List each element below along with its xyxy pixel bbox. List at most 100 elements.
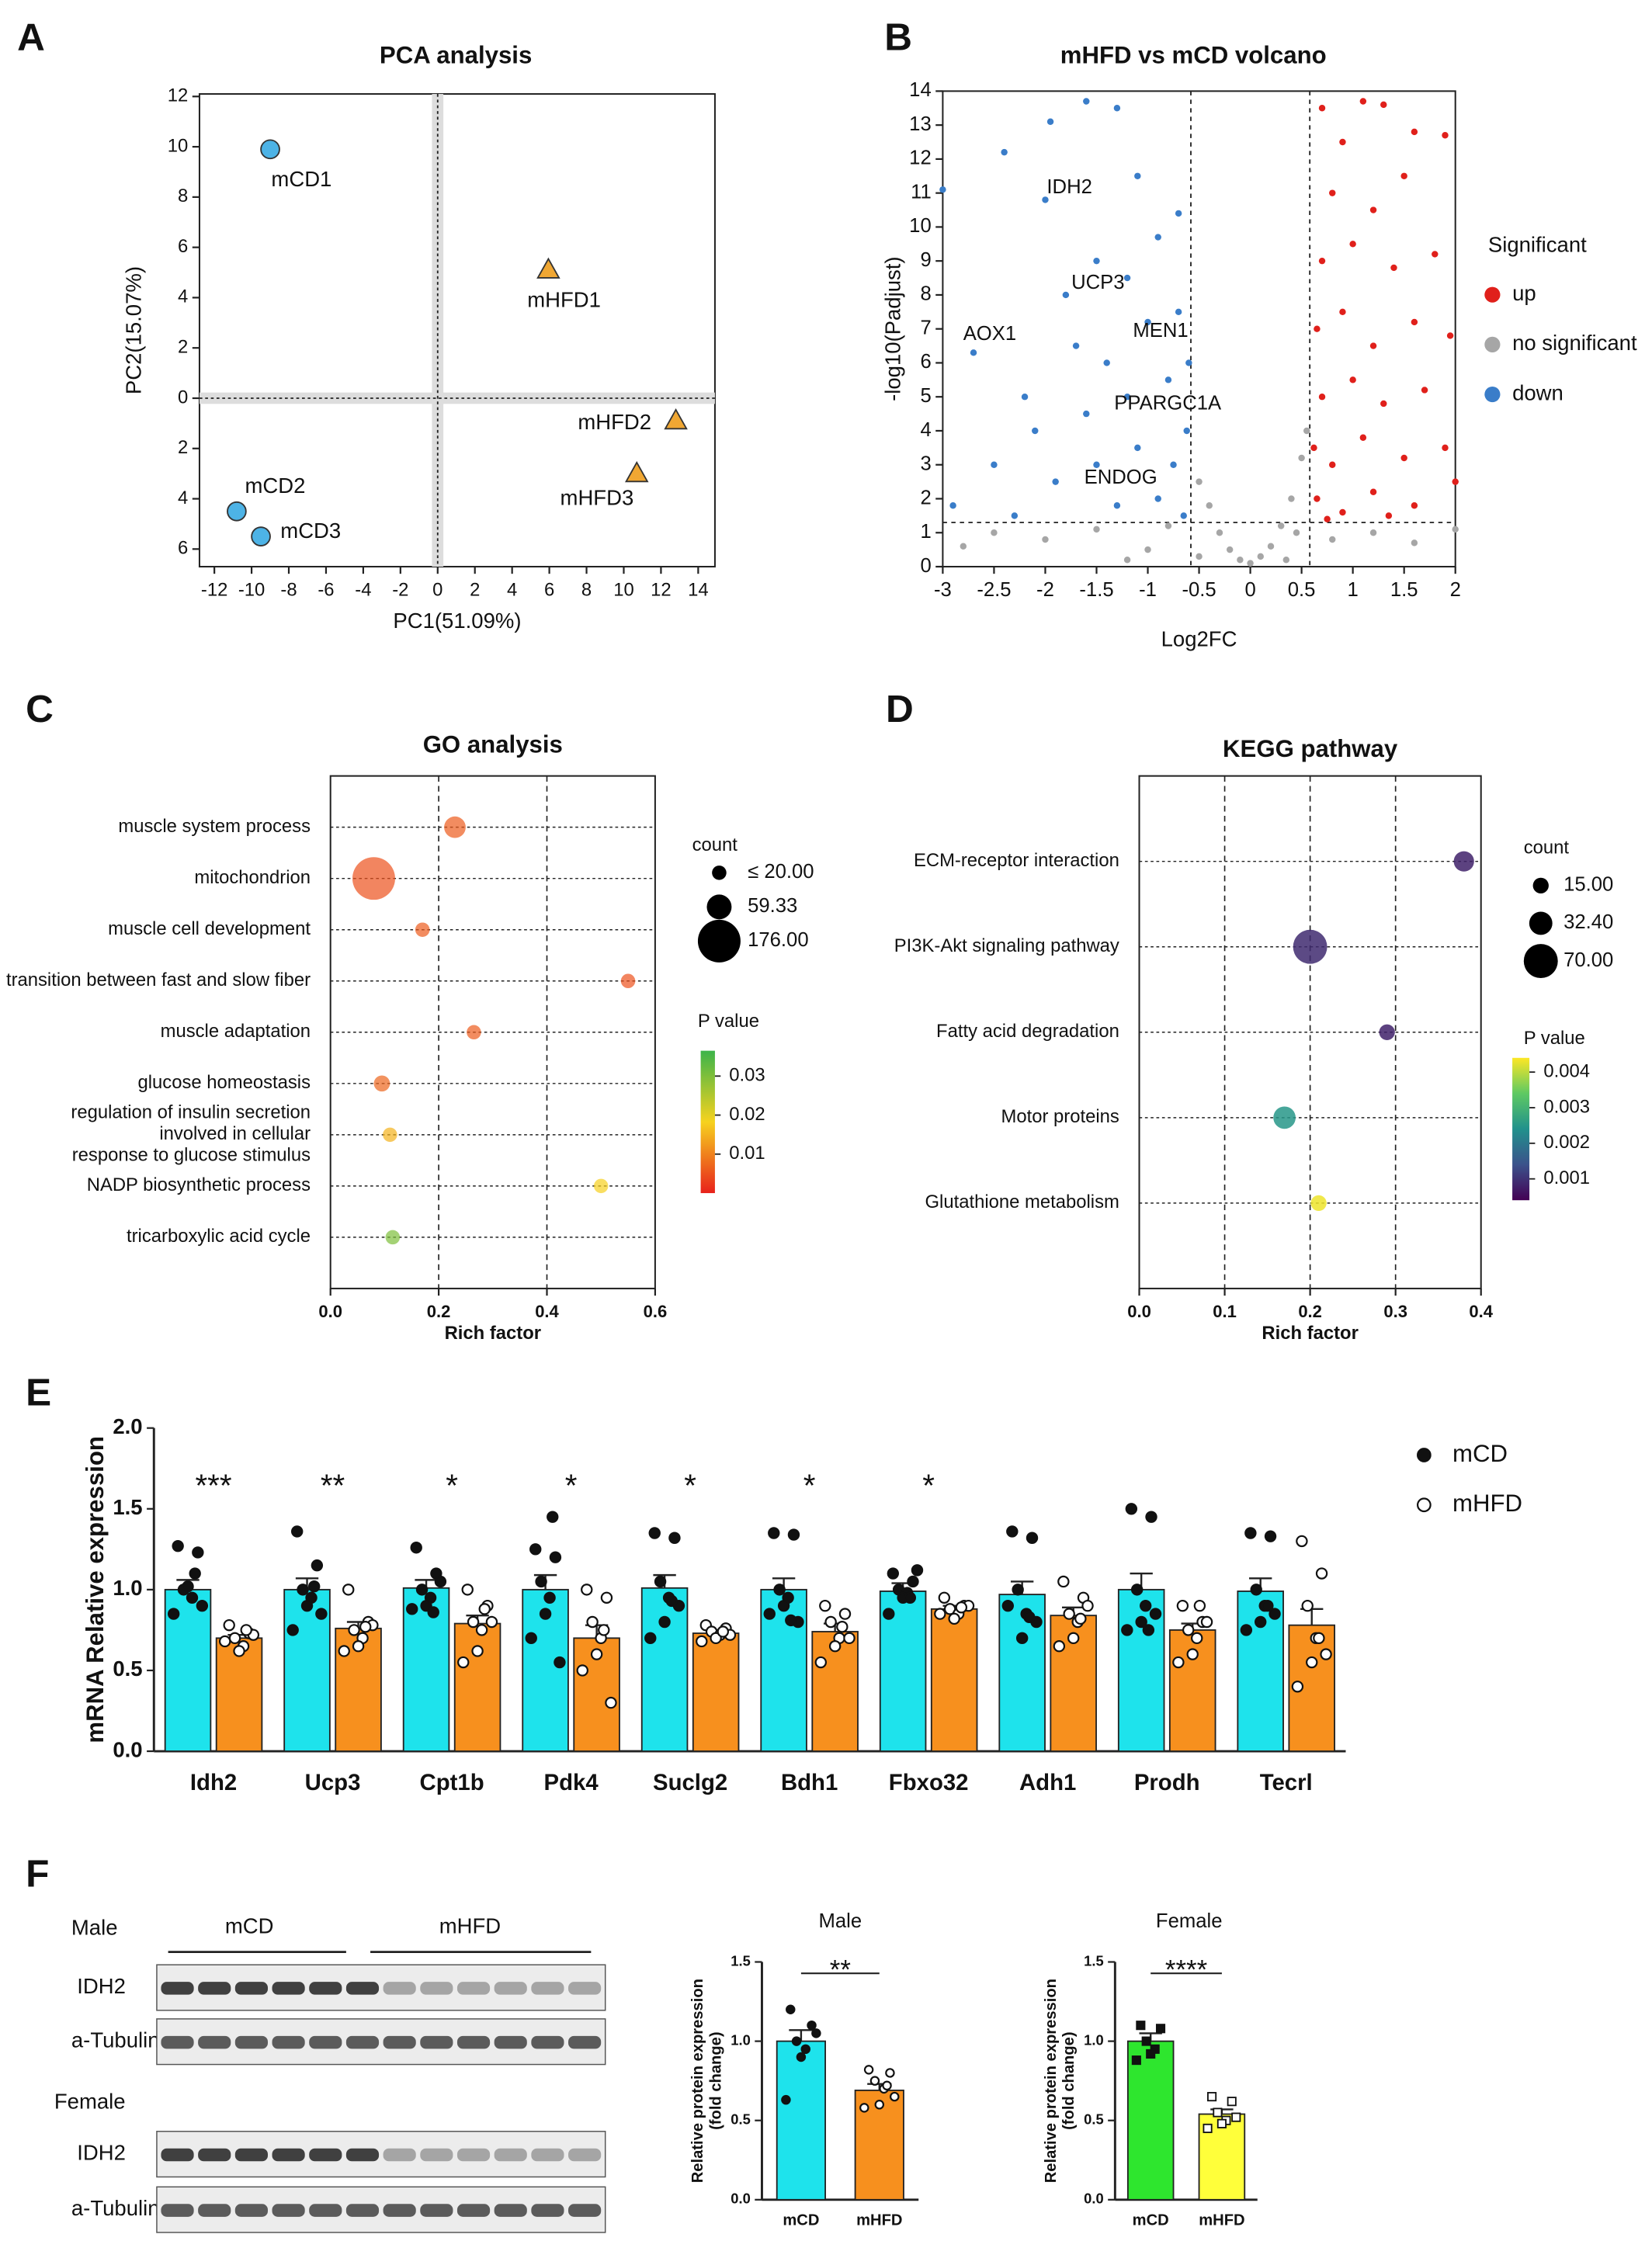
blot-band — [383, 2148, 416, 2162]
y-tick-label: 1.0 — [113, 1576, 142, 1600]
point — [1298, 454, 1305, 462]
point — [1303, 427, 1310, 435]
x-tick-label: 8 — [581, 579, 592, 600]
category-label: muscle cell development — [108, 918, 311, 939]
color-bar-label: 0.002 — [1543, 1132, 1590, 1153]
blot-band — [345, 2148, 380, 2162]
x-tick-label: 1 — [1348, 579, 1359, 601]
point — [1267, 543, 1275, 550]
blot-band — [420, 2035, 453, 2049]
point — [1446, 332, 1454, 339]
blot-band — [161, 2035, 194, 2049]
x-tick-label: Idh2 — [190, 1770, 237, 1795]
point — [1293, 529, 1300, 536]
y-tick-label: 8 — [920, 283, 931, 305]
blot-band — [568, 2204, 602, 2217]
point — [1315, 1567, 1328, 1580]
significance: **** — [1165, 1955, 1208, 1986]
point — [1012, 1584, 1024, 1596]
blot-band — [456, 1982, 491, 1995]
point — [1057, 1575, 1070, 1588]
point — [786, 2004, 796, 2014]
category-label: glucose homeostasis — [137, 1072, 311, 1093]
chart-title: Female — [1156, 1910, 1223, 1932]
point — [1318, 105, 1326, 112]
color-bar — [1512, 1057, 1530, 1201]
point — [182, 1580, 194, 1593]
y-axis-title: PC2(15.07%) — [122, 266, 146, 394]
x-axis-title: Log2FC — [1161, 627, 1237, 651]
blot-band — [161, 2204, 194, 2217]
point — [1123, 557, 1131, 564]
point — [1264, 1530, 1277, 1542]
point — [1154, 495, 1161, 502]
color-bar-label: 0.003 — [1543, 1096, 1590, 1117]
significance: * — [922, 1467, 935, 1503]
blot-band — [234, 1982, 269, 1995]
point — [1318, 393, 1326, 401]
point — [1380, 101, 1387, 109]
size-legend-label: 176.00 — [748, 929, 808, 951]
y-tick-label: 3 — [920, 453, 931, 475]
point — [240, 1624, 252, 1636]
plot-frame — [942, 90, 1456, 568]
color-bar-label: 0.03 — [729, 1065, 765, 1086]
y-tick-label: 1.5 — [113, 1495, 142, 1519]
point — [791, 2036, 802, 2046]
size-legend-label: 59.33 — [748, 895, 797, 917]
point — [576, 1664, 588, 1677]
point — [1257, 553, 1265, 560]
bubble — [373, 1075, 390, 1092]
point — [1196, 478, 1203, 485]
point — [787, 1528, 800, 1541]
x-tick-label: 10 — [613, 579, 634, 600]
y-tick-label: 6 — [178, 538, 188, 559]
point — [885, 2068, 895, 2078]
blot-band — [345, 1982, 380, 1995]
point — [1359, 98, 1367, 105]
point — [1142, 1624, 1155, 1636]
blot-band — [456, 2035, 491, 2049]
blot-band — [345, 2204, 380, 2217]
x-tick-label: 1.5 — [1390, 579, 1418, 601]
point — [1339, 138, 1346, 146]
color-bar-label: 0.001 — [1543, 1167, 1590, 1188]
point — [777, 1599, 790, 1612]
point — [654, 1575, 667, 1588]
point — [991, 529, 998, 536]
point — [1227, 2097, 1237, 2107]
gene-label: AOX1 — [963, 323, 1016, 345]
size-legend-label: 32.40 — [1564, 911, 1613, 933]
point — [434, 1575, 447, 1588]
legend-label: mCD — [1452, 1440, 1508, 1467]
point — [223, 1618, 235, 1632]
blot-band — [198, 2148, 231, 2162]
point — [939, 186, 946, 193]
blot-band — [234, 2035, 269, 2049]
point — [1123, 274, 1131, 282]
legend-marker — [1417, 1448, 1432, 1462]
point — [1113, 105, 1121, 112]
plot-frame — [198, 93, 716, 568]
bubble — [444, 816, 466, 838]
point — [907, 1575, 919, 1588]
point — [717, 1625, 730, 1638]
point — [167, 1608, 180, 1620]
point — [1026, 1532, 1039, 1544]
blot-band — [161, 2148, 194, 2162]
point — [1175, 308, 1182, 316]
y-tick-label: 2 — [178, 437, 188, 458]
y-tick-label: 0.5 — [1084, 2111, 1103, 2128]
y-tick-label: 0 — [178, 387, 188, 408]
panel-letter: F — [26, 1853, 49, 1896]
point — [1216, 2118, 1227, 2128]
point — [1200, 1615, 1213, 1629]
color-legend-title: P value — [698, 1011, 759, 1032]
point — [1329, 189, 1336, 196]
x-axis-title: PC1(51.09%) — [393, 609, 521, 633]
x-tick-label: 6 — [544, 579, 554, 600]
bar — [692, 1632, 740, 1752]
category-label: muscle system process — [118, 816, 311, 837]
x-tick-label: 0.4 — [1469, 1302, 1493, 1321]
blot-frame — [156, 2131, 606, 2178]
